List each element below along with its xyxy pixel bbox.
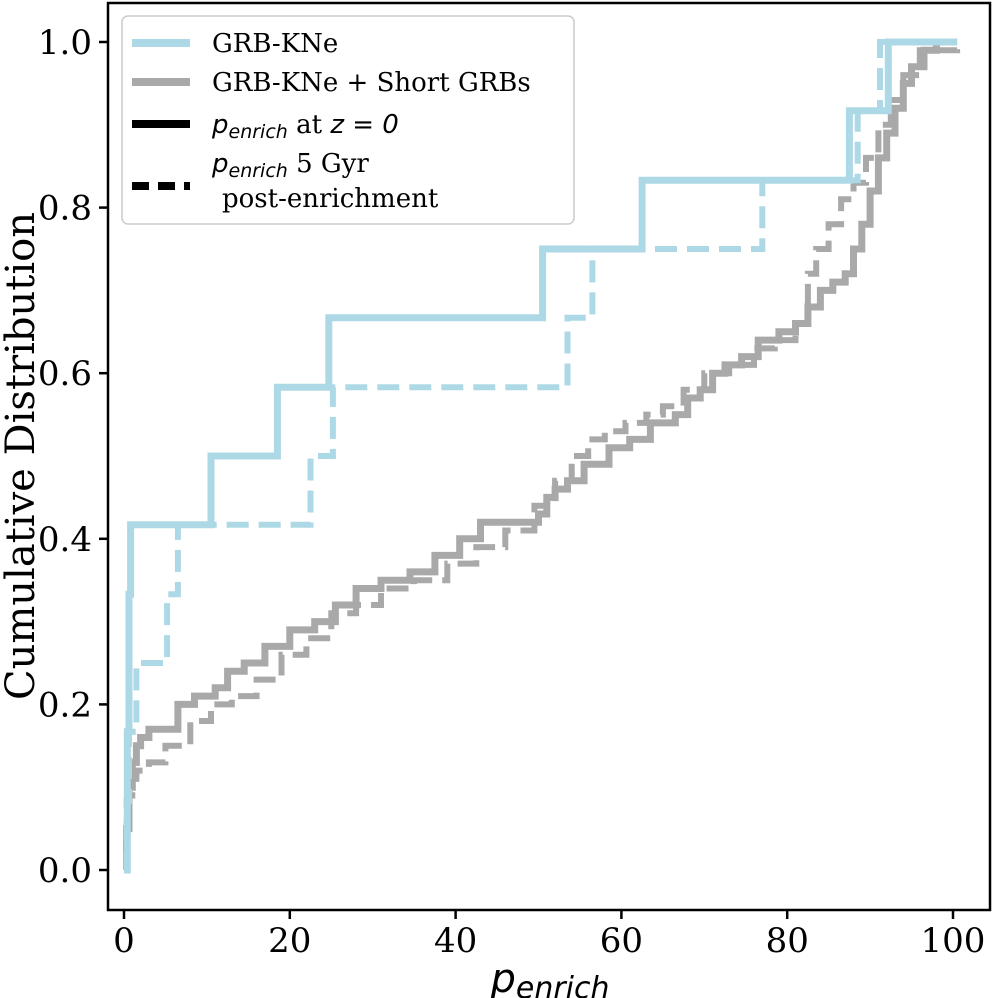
legend-box — [121, 15, 575, 225]
series-line-1 — [123, 39, 958, 873]
x-axis-label-sub: enrich — [516, 971, 610, 998]
y-tick-label: 0.2 — [38, 685, 92, 725]
x-tick-label: 60 — [600, 921, 643, 961]
y-tick-label: 0.4 — [38, 520, 92, 560]
x-axis-label-main: p — [489, 956, 515, 998]
series-layer — [123, 38, 961, 874]
legend: GRB-KNe GRB-KNe + Short GRBs penrich at … — [121, 15, 575, 225]
series-line-0 — [123, 38, 958, 874]
legend-label-grb-kne: GRB-KNe — [212, 29, 338, 59]
legend-label-5gyr: penrich 5 Gyr — [211, 149, 369, 182]
axis-ticks: 0 20 40 60 80 100 0.0 0.2 0.4 0.6 0.8 1.0 — [38, 23, 986, 961]
legend-label-z0-p: p — [211, 110, 229, 140]
y-tick-label: 1.0 — [38, 23, 92, 63]
x-tick-label: 100 — [921, 921, 986, 961]
x-axis-label: penrich — [489, 956, 609, 998]
legend-label-5gyr-line2: post-enrichment — [222, 184, 439, 214]
legend-label-z0-eq: = 0 — [344, 110, 399, 140]
x-tick-label: 0 — [113, 921, 135, 961]
legend-label-5gyr-p: p — [211, 149, 229, 179]
plot-frame — [106, 1, 992, 912]
legend-label-5gyr-rest: 5 Gyr — [288, 149, 370, 179]
y-tick-label: 0.8 — [38, 189, 92, 229]
x-tick-label: 80 — [766, 921, 809, 961]
legend-label-z0-sub: enrich — [229, 121, 288, 143]
series-line-2 — [123, 38, 958, 874]
series-line-3 — [123, 42, 961, 873]
y-tick-label: 0.6 — [38, 354, 92, 394]
legend-label-z0-z: z — [329, 110, 345, 140]
legend-label-z0: penrich at z = 0 — [211, 110, 399, 143]
legend-label-z0-at: at — [288, 110, 330, 140]
y-axis-label: Cumulative Distribution — [0, 212, 44, 700]
legend-label-5gyr-sub: enrich — [229, 160, 288, 182]
x-tick-label: 40 — [434, 921, 477, 961]
legend-label-grb-kne-short: GRB-KNe + Short GRBs — [212, 68, 531, 98]
y-tick-label: 0.0 — [38, 851, 92, 891]
x-tick-label: 20 — [268, 921, 311, 961]
